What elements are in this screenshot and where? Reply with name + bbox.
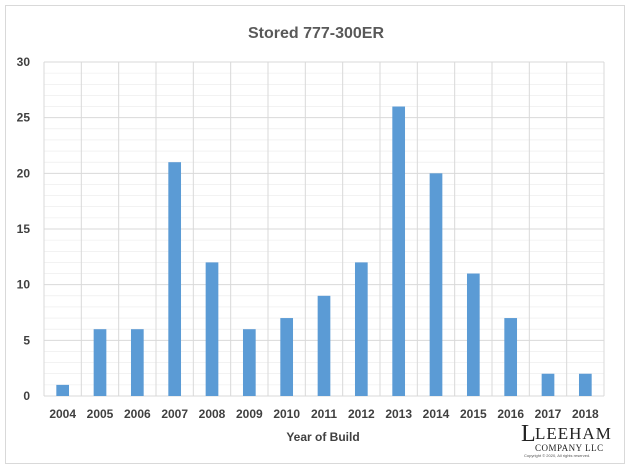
x-tick-label: 2012 [348,407,375,421]
x-tick-label: 2017 [535,407,562,421]
bar-2006 [130,329,144,396]
logo-line2: COMPANY LLC [535,443,604,453]
x-tick-label: 2011 [311,407,337,421]
x-tick-label: 2007 [161,407,188,421]
bar-2010 [280,318,294,396]
x-tick-label: 2014 [423,407,450,421]
bar-2017 [541,373,555,396]
y-tick-label: 25 [17,111,31,125]
x-tick-label: 2016 [497,407,524,421]
chart-title: Stored 777-300ER [248,25,385,42]
y-tick-label: 30 [17,55,31,69]
chart-frame [5,5,625,464]
y-axis-ticks: 0 5 10 15 20 25 30 [17,55,31,403]
logo-initial-l: L [521,421,536,447]
bar-2007 [168,162,182,396]
x-tick-label: 2010 [273,407,300,421]
x-tick-label: 2018 [572,407,599,421]
x-tick-label: 2013 [385,407,412,421]
bar-2014 [429,173,443,396]
bar-2016 [504,318,518,396]
bar-2004 [56,384,70,396]
logo-line1: LEEHAM [535,424,612,443]
x-tick-label: 2008 [199,407,226,421]
bar-2009 [242,329,256,396]
y-tick-label: 15 [17,222,31,236]
bar-2008 [205,262,219,396]
x-axis-ticks: 2004 2005 2006 2007 2008 2009 2010 2011 2012 2013… [49,407,599,421]
x-tick-label: 2006 [124,407,151,421]
y-tick-label: 5 [23,333,30,347]
x-tick-label: 2004 [49,407,76,421]
bar-2015 [466,273,480,396]
x-axis-label: Year of Build [286,430,359,444]
leeham-logo: L LEEHAM COMPANY LLC Copyright © 2020, A… [521,421,612,458]
bar-2011 [317,295,331,396]
logo-copyright: Copyright © 2020, All rights reserved. [524,453,590,458]
bar-2005 [93,329,107,396]
bars [56,106,592,397]
bar-2013 [392,106,406,397]
x-tick-label: 2005 [87,407,114,421]
bar-2018 [578,373,592,396]
x-tick-label: 2009 [236,407,263,421]
y-tick-label: 20 [17,166,31,180]
bar-2012 [354,262,368,396]
y-tick-label: 10 [17,278,31,292]
x-tick-label: 2015 [460,407,487,421]
y-tick-label: 0 [23,389,30,403]
